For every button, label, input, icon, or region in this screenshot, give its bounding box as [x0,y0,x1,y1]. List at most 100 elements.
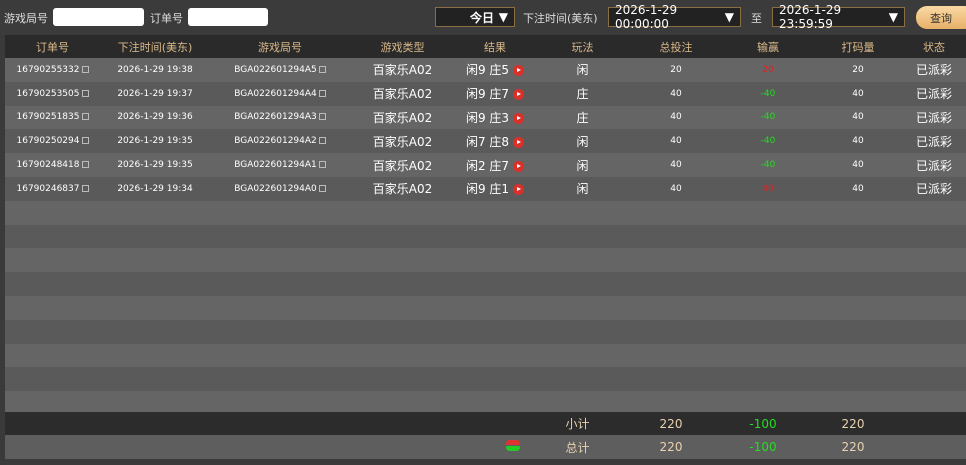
valid-bet-text: 20 [852,64,864,75]
start-time-select[interactable]: 2026-1-29 00:00:00 ▼ [608,3,741,31]
table-row: 16790250294 2026-1-29 19:35 BGA022601294A2… [5,129,966,154]
table-row: 16790246837 2026-1-29 19:34 BGA022601294A0… [5,176,966,201]
subtotal-bet: 220 [659,416,683,431]
column-header: 输赢 [757,40,779,54]
start-time-value: 2026-1-29 00:00:00 [615,3,678,31]
empty-row [5,319,966,344]
query-button[interactable]: 查询 [916,6,966,29]
subtotal-row: 小计 220 -100 220 [5,411,966,436]
empty-row [5,272,966,296]
refresh-icon[interactable] [506,439,520,452]
status: 已派彩 [902,61,966,78]
play-video-icon[interactable] [513,160,525,172]
copy-icon[interactable] [318,161,326,169]
round-input[interactable] [53,8,144,26]
filter-bar: 游戏局号 订单号 今日 ▼ 下注时间(美东) 2026-1-29 00:00:00… [0,0,966,35]
order-id-text: 16790253505 [16,88,80,99]
game-type: 百家乐A02 [350,133,455,150]
total-bet: 20 [630,65,722,75]
order-id: 16790251835 [5,112,100,122]
play-type: 庄 [535,109,630,126]
order-input[interactable] [188,8,268,26]
copy-icon[interactable] [81,113,89,121]
bet-time: 2026-1-29 19:36 [100,112,210,122]
game-type: 百家乐A02 [350,157,455,174]
copy-icon[interactable] [81,137,89,145]
play-type-text: 庄 [576,87,589,102]
game-type-text: 百家乐A02 [372,158,433,173]
play-video-icon[interactable] [513,184,525,196]
total-bet-text: 40 [670,88,682,99]
result: 闲9 庄7 [455,85,535,102]
win-loss-text: 40 [762,183,774,194]
copy-icon[interactable] [318,113,326,121]
order-id: 16790253505 [5,89,100,99]
total-winloss: -100 [749,440,777,455]
total-row: 总计 220 -100 220 [5,435,966,459]
play-video-icon[interactable] [513,89,525,101]
order-id-text: 16790255332 [16,64,80,75]
left-strip [0,35,5,465]
total-bet: 40 [630,184,722,194]
play-type: 闲 [535,133,630,150]
period-select[interactable]: 今日 ▼ [435,7,515,27]
game-type-text: 百家乐A02 [372,134,433,149]
time-label: 下注时间(美东) [523,11,598,25]
copy-icon[interactable] [318,184,326,192]
round-id: BGA022601294A4 [210,89,350,99]
copy-icon[interactable] [81,89,89,97]
bet-time-text: 2026-1-29 19:36 [117,112,193,123]
game-type: 百家乐A02 [350,109,455,126]
result: 闲9 庄1 [455,180,535,197]
column-header: 游戏类型 [380,40,425,54]
status-text: 已派彩 [915,63,952,78]
copy-icon[interactable] [318,137,326,145]
column-header: 游戏局号 [258,40,302,54]
total-bet-text: 20 [670,64,682,75]
bet-time: 2026-1-29 19:38 [100,65,210,75]
copy-icon[interactable] [318,65,326,73]
order-id: 16790248418 [5,160,100,170]
copy-icon[interactable] [318,89,326,97]
game-type: 百家乐A02 [350,61,455,78]
play-video-icon[interactable] [513,112,525,124]
result-text: 闲7 庄8 [465,134,510,149]
period-value: 今日 [470,10,495,25]
empty-row [5,295,966,320]
empty-row [5,367,966,392]
status: 已派彩 [902,180,966,197]
result-text: 闲2 庄7 [465,158,510,173]
round-id-text: BGA022601294A1 [234,160,317,171]
round-id-text: BGA022601294A0 [234,183,317,194]
result-text: 闲9 庄3 [465,110,510,125]
column-header: 状态 [923,40,945,54]
order-id-text: 16790246837 [16,183,80,194]
win-loss-text: -40 [760,136,776,147]
game-type-text: 百家乐A02 [372,110,433,125]
bet-time: 2026-1-29 19:35 [100,160,210,170]
column-header: 总投注 [659,40,693,54]
play-type-text: 闲 [576,134,589,149]
status-text: 已派彩 [915,87,952,102]
result-text: 闲9 庄5 [465,63,510,78]
end-time-select[interactable]: 2026-1-29 23:59:59 ▼ [772,3,905,31]
play-type-text: 庄 [576,110,589,125]
status-text: 已派彩 [915,182,952,197]
status: 已派彩 [902,133,966,150]
play-type: 闲 [535,61,630,78]
win-loss: -40 [722,89,814,99]
status: 已派彩 [902,109,966,126]
copy-icon[interactable] [81,65,89,73]
valid-bet: 40 [814,89,902,99]
result-text: 闲9 庄7 [465,87,510,102]
play-video-icon[interactable] [513,65,525,77]
win-loss: -40 [722,112,814,122]
order-id: 16790250294 [5,136,100,146]
order-id-text: 16790248418 [16,160,80,171]
copy-icon[interactable] [81,161,89,169]
to-label: 至 [751,11,762,25]
status-text: 已派彩 [915,158,952,173]
game-type-text: 百家乐A02 [372,182,433,197]
copy-icon[interactable] [81,184,89,192]
play-video-icon[interactable] [513,136,525,148]
